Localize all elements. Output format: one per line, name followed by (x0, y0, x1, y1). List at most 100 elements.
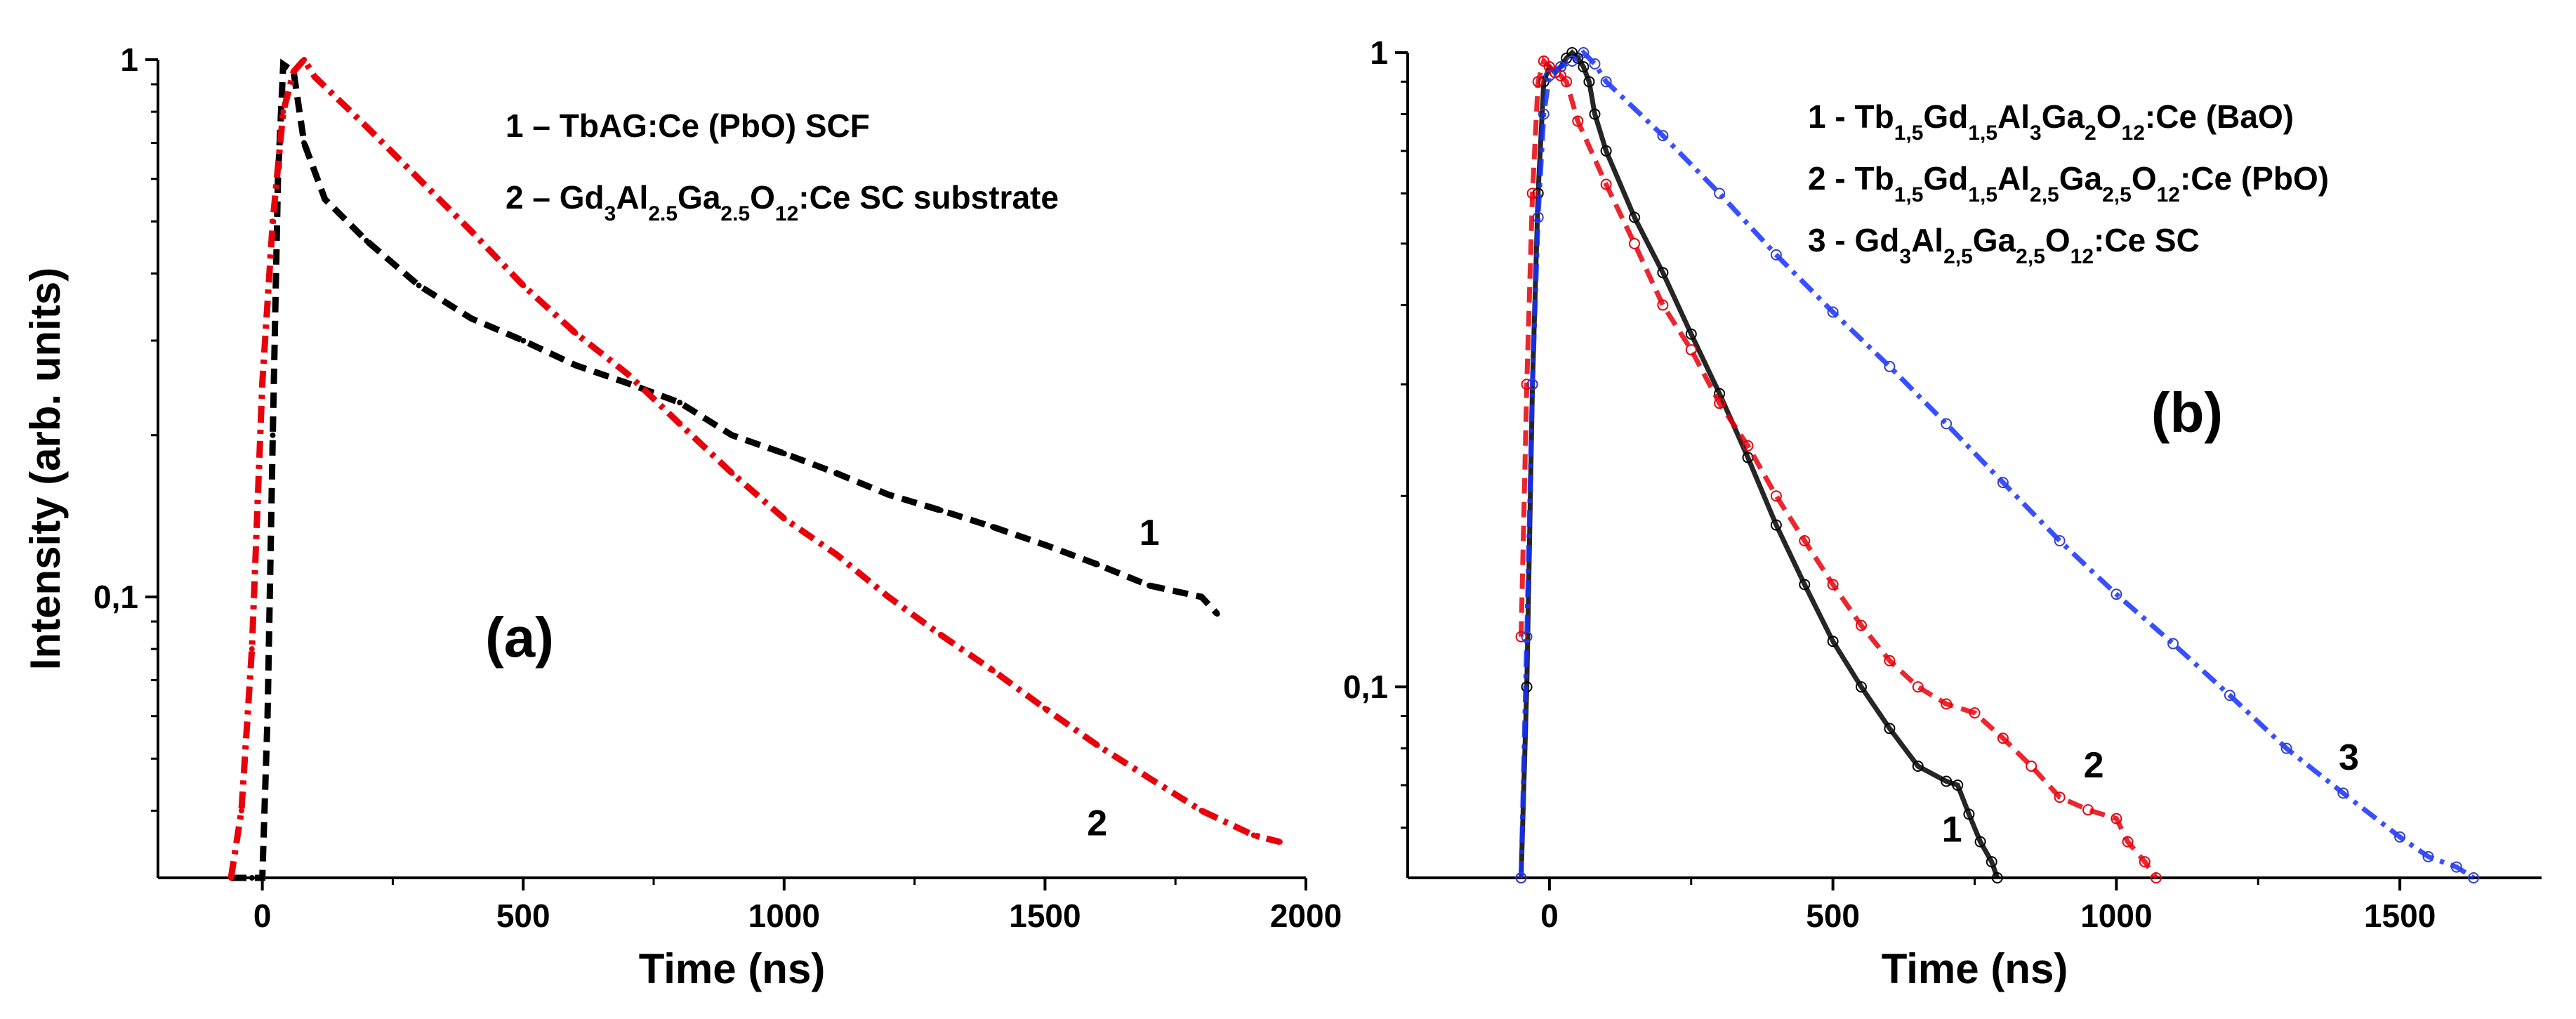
data-point (1714, 397, 1726, 409)
data-point (937, 507, 944, 513)
legend-text-part: :Ce SC substrate (798, 179, 1059, 216)
data-point (624, 380, 630, 386)
legend-text-part: O (2132, 160, 2157, 197)
legend-text-part: :Ce (PbO) (2180, 160, 2329, 197)
data-point (1147, 775, 1153, 781)
data-point (2167, 638, 2179, 650)
data-point (1941, 775, 1953, 787)
legend-entry-2: 2 - Tb1,5Gd1,5Al2,5Ga2,5O12:Ce (PbO) (1808, 160, 2329, 206)
legend-text-part: Ga (2042, 98, 2085, 135)
data-point (1572, 115, 1584, 127)
data-point (1538, 108, 1550, 120)
data-point (1250, 832, 1257, 839)
y-tick-label: 1 (120, 41, 138, 78)
legend-text-part: Tb (1854, 98, 1894, 135)
series-1 (228, 58, 1220, 881)
data-point (624, 371, 630, 377)
data-point (1941, 418, 1953, 430)
legend-dash: - (1835, 160, 1845, 197)
data-point (1555, 61, 1567, 73)
data-point (1094, 561, 1100, 567)
data-point (1770, 519, 1782, 531)
legend-number: 2 (1808, 160, 1826, 197)
data-point (270, 432, 276, 438)
data-point (1714, 188, 1726, 199)
fit-line-2 (1519, 56, 2158, 880)
legend-subscript: 2,5 (2016, 245, 2045, 268)
data-point (1600, 76, 1612, 88)
curve-label: 2 (1087, 803, 1107, 843)
data-point (1214, 611, 1220, 617)
data-point (2054, 791, 2066, 803)
data-point (1600, 145, 1612, 157)
data-point (1578, 47, 1590, 58)
data-point (2224, 690, 2235, 702)
data-point (2280, 742, 2292, 754)
data-point (1538, 55, 1550, 67)
data-point (1856, 681, 1867, 693)
legend-subscript: 12 (2070, 245, 2094, 268)
legend-text-part: Tb (1854, 160, 1894, 197)
legend-text-part: Al (1997, 160, 2030, 197)
data-point (2122, 836, 2134, 848)
data-point (249, 875, 255, 881)
data-point (1515, 631, 1527, 643)
data-point (937, 631, 944, 638)
legend-entry-3: 3 - Gd3Al2,5Ga2,5O12:Ce SC (1808, 222, 2200, 268)
series-line-2 (227, 54, 1281, 879)
legend-text-part: Gd (1923, 160, 1968, 197)
data-point (1561, 76, 1573, 88)
data-point (1963, 808, 1975, 820)
data-point (729, 470, 735, 476)
series-line-1 (231, 58, 1220, 881)
data-point (301, 57, 308, 63)
curve-label: 1 (1140, 513, 1160, 553)
data-point (1198, 593, 1205, 600)
series-2 (227, 54, 1283, 881)
x-axis-title: Time (ns) (639, 945, 826, 992)
legend-text-part: TbAG:Ce (PbO) SCF (560, 107, 870, 144)
y-tick-label: 0,1 (1343, 669, 1388, 705)
legend-subscript: 1,5 (1968, 121, 1997, 145)
data-point (1629, 237, 1640, 249)
data-point (1526, 379, 1538, 390)
data-point (468, 228, 474, 234)
data-point (2422, 850, 2434, 862)
y-tick-label: 0,1 (93, 579, 138, 615)
data-point (1884, 360, 1896, 372)
legend-separator (1826, 222, 1835, 258)
data-point (990, 667, 996, 673)
data-point (1526, 188, 1538, 199)
data-point (1685, 344, 1697, 356)
data-point (572, 330, 579, 336)
panel-a-chart: 0 500 1000 1500 2000 1 0,1 Time (ns) Intensity (… (22, 41, 1342, 992)
legend-dash: - (1835, 222, 1845, 258)
data-point (520, 282, 527, 289)
data-point (259, 875, 265, 881)
data-point (1147, 582, 1153, 589)
legend-text-part: Gd (1923, 98, 1968, 135)
data-point (885, 593, 892, 600)
legend-subscript: 3 (1899, 245, 1911, 268)
data-point (1521, 631, 1533, 643)
data-point (1770, 490, 1782, 502)
legend-subscript: 2,5 (2030, 183, 2059, 206)
data-point (729, 432, 735, 438)
data-point (322, 196, 328, 202)
data-point (1515, 872, 1527, 883)
legend-text-part: O (750, 179, 775, 216)
data-point (1578, 61, 1590, 73)
x-tick-label: 2000 (1270, 898, 1342, 934)
data-point (259, 380, 265, 386)
data-point (1884, 655, 1896, 666)
legend-separator (1846, 98, 1855, 135)
panel-label: (b) (2151, 381, 2223, 444)
data-point (781, 450, 787, 456)
data-point (1657, 130, 1669, 142)
data-point (1974, 836, 1986, 848)
data-point (781, 515, 787, 522)
legend-subscript: 2.5 (720, 202, 750, 225)
data-point (2082, 804, 2094, 816)
data-point (311, 74, 317, 80)
legend-text-part: Al (1997, 98, 2030, 135)
